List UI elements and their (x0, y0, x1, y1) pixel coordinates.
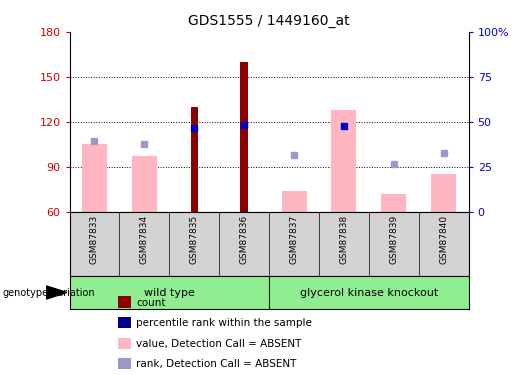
Bar (282, 191, 306, 212)
Text: GSM87833: GSM87833 (90, 215, 99, 264)
Text: percentile rank within the sample: percentile rank within the sample (136, 318, 313, 328)
Text: GSM87838: GSM87838 (339, 215, 349, 264)
Bar (82, 144, 107, 212)
Text: wild type: wild type (144, 288, 195, 297)
Text: GSM87836: GSM87836 (239, 215, 249, 264)
Polygon shape (46, 286, 67, 299)
Text: GSM87840: GSM87840 (439, 215, 448, 264)
Bar (431, 174, 456, 212)
Text: GSM87835: GSM87835 (190, 215, 199, 264)
Bar (241, 62, 248, 212)
Text: genotype/variation: genotype/variation (3, 288, 95, 297)
Text: GSM87839: GSM87839 (389, 215, 398, 264)
Bar (132, 156, 157, 212)
Title: GDS1555 / 1449160_at: GDS1555 / 1449160_at (188, 14, 350, 28)
Text: value, Detection Call = ABSENT: value, Detection Call = ABSENT (136, 339, 302, 349)
Text: GSM87834: GSM87834 (140, 215, 149, 264)
Text: count: count (136, 298, 166, 307)
Text: glycerol kinase knockout: glycerol kinase knockout (300, 288, 438, 297)
Text: rank, Detection Call = ABSENT: rank, Detection Call = ABSENT (136, 360, 297, 369)
Bar (191, 107, 198, 212)
Bar (332, 110, 356, 212)
Text: GSM87837: GSM87837 (289, 215, 299, 264)
Bar (381, 194, 406, 212)
